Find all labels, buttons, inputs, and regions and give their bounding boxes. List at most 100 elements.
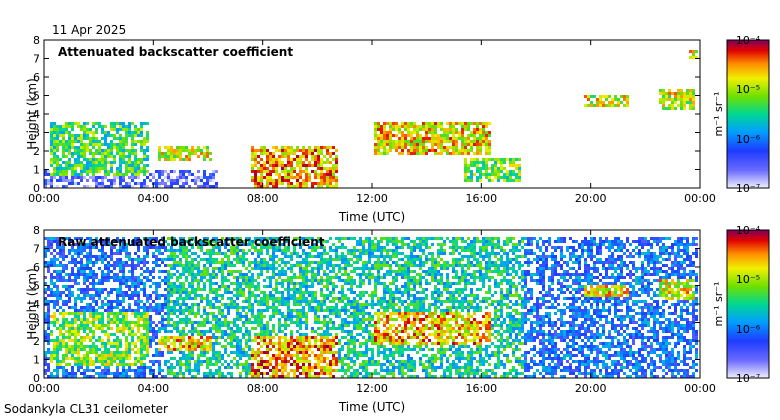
heatmap-cell	[185, 155, 188, 158]
heatmap-cell	[350, 366, 353, 369]
heatmap-cell	[170, 282, 173, 285]
heatmap-cell	[614, 98, 617, 101]
heatmap-cell	[380, 140, 383, 143]
heatmap-cell	[161, 336, 164, 339]
heatmap-cell	[602, 101, 605, 104]
x-axis-top: 00:00 04:00 08:00 12:00 16:00 20:00 00:00	[28, 40, 716, 205]
heatmap-cell	[278, 149, 281, 152]
heatmap-cell	[56, 270, 59, 273]
heatmap-cell	[302, 291, 305, 294]
heatmap-cell	[206, 366, 209, 369]
heatmap-cell	[227, 258, 230, 261]
heatmap-cell	[89, 306, 92, 309]
heatmap-cell	[167, 369, 170, 372]
heatmap-cell	[293, 369, 296, 372]
heatmap-cell	[113, 146, 116, 149]
heatmap-cell	[506, 176, 509, 179]
heatmap-cell	[284, 303, 287, 306]
heatmap-cell	[203, 312, 206, 315]
heatmap-cell	[107, 237, 110, 240]
heatmap-cell	[458, 137, 461, 140]
heatmap-cell	[446, 140, 449, 143]
heatmap-cell	[149, 330, 152, 333]
heatmap-cell	[71, 327, 74, 330]
heatmap-cell	[380, 152, 383, 155]
heatmap-cell	[272, 294, 275, 297]
heatmap-cell	[260, 357, 263, 360]
heatmap-cell	[206, 345, 209, 348]
heatmap-cell	[179, 312, 182, 315]
heatmap-cell	[194, 315, 197, 318]
heatmap-cell	[53, 167, 56, 170]
heatmap-cell	[122, 155, 125, 158]
heatmap-cell	[50, 282, 53, 285]
heatmap-cell	[185, 276, 188, 279]
heatmap-cell	[242, 300, 245, 303]
heatmap-cell	[137, 324, 140, 327]
heatmap-cell	[83, 158, 86, 161]
heatmap-cell	[503, 179, 506, 182]
heatmap-cell	[332, 146, 335, 149]
heatmap-cell	[95, 161, 98, 164]
heatmap-cell	[80, 264, 83, 267]
heatmap-cell	[212, 237, 215, 240]
heatmap-cell	[350, 276, 353, 279]
heatmap-cell	[56, 357, 59, 360]
heatmap-cell	[59, 297, 62, 300]
heatmap-cell	[254, 300, 257, 303]
heatmap-cell	[269, 267, 272, 270]
heatmap-cell	[272, 249, 275, 252]
heatmap-cell	[122, 291, 125, 294]
heatmap-cell	[188, 345, 191, 348]
heatmap-cell	[260, 318, 263, 321]
heatmap-cell	[113, 261, 116, 264]
heatmap-cell	[272, 357, 275, 360]
heatmap-cell	[71, 354, 74, 357]
heatmap-cell	[299, 155, 302, 158]
heatmap-cell	[494, 158, 497, 161]
heatmap-cell	[326, 294, 329, 297]
heatmap-cell	[197, 369, 200, 372]
heatmap-cell	[212, 375, 215, 378]
heatmap-cell	[293, 285, 296, 288]
heatmap-cell	[125, 264, 128, 267]
heatmap-cell	[332, 342, 335, 345]
heatmap-cell	[59, 249, 62, 252]
heatmap-cell	[302, 321, 305, 324]
heatmap-cell	[185, 270, 188, 273]
heatmap-cell	[215, 315, 218, 318]
heatmap-cell	[326, 179, 329, 182]
heatmap-cell	[341, 309, 344, 312]
heatmap-cell	[44, 182, 47, 185]
heatmap-cell	[221, 252, 224, 255]
heatmap-cell	[101, 330, 104, 333]
heatmap-cell	[314, 330, 317, 333]
heatmap-cell	[302, 243, 305, 246]
heatmap-cell	[416, 140, 419, 143]
heatmap-cell	[425, 137, 428, 140]
heatmap-cell	[302, 279, 305, 282]
heatmap-cell	[308, 246, 311, 249]
heatmap-cell	[275, 161, 278, 164]
heatmap-cell	[62, 128, 65, 131]
heatmap-cell	[455, 140, 458, 143]
heatmap-cell	[134, 315, 137, 318]
heatmap-cell	[170, 267, 173, 270]
heatmap-cell	[272, 336, 275, 339]
heatmap-cell	[257, 354, 260, 357]
heatmap-cell	[260, 246, 263, 249]
heatmap-cell	[455, 128, 458, 131]
heatmap-cell	[326, 167, 329, 170]
heatmap-cell	[473, 140, 476, 143]
heatmap-cell	[326, 282, 329, 285]
heatmap-cell	[137, 176, 140, 179]
heatmap-cell	[251, 351, 254, 354]
heatmap-cell	[158, 309, 161, 312]
heatmap-cell	[146, 276, 149, 279]
heatmap-cell	[185, 348, 188, 351]
heatmap-cell	[194, 342, 197, 345]
heatmap-cell	[131, 369, 134, 372]
heatmap-cell	[188, 339, 191, 342]
heatmap-cell	[131, 243, 134, 246]
heatmap-cell	[179, 336, 182, 339]
